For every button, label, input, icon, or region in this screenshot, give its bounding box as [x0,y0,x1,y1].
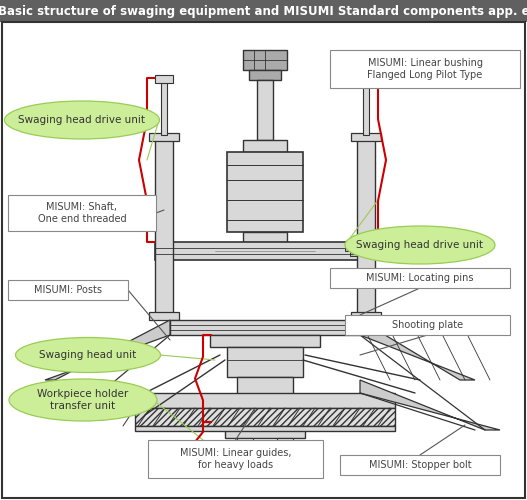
Bar [330,268,510,288]
Bar [277,438,293,448]
Bar [225,423,305,438]
Polygon shape [360,380,500,430]
Bar [237,377,293,397]
Bar [257,80,273,140]
Bar [253,409,277,417]
Polygon shape [360,320,475,380]
Bar [357,75,375,83]
Ellipse shape [15,338,161,372]
Bar [149,133,179,141]
Bar [149,312,179,320]
Text: [Fig.1] Basic structure of swaging equipment and MISUMI Standard components app.: [Fig.1] Basic structure of swaging equip… [0,4,527,18]
Text: MISUMI: Posts: MISUMI: Posts [34,285,102,295]
Text: MISUMI: Linear bushing
Flanged Long Pilot Type: MISUMI: Linear bushing Flanged Long Pilo… [367,58,483,80]
Bar [237,438,253,448]
Bar [249,70,281,80]
Text: MISUMI: Stopper bolt: MISUMI: Stopper bolt [369,460,471,470]
Bar [363,80,369,135]
Polygon shape [45,320,170,380]
Bar [243,140,287,152]
Bar [210,335,320,347]
Ellipse shape [9,379,157,421]
Text: Swaging head drive unit: Swaging head drive unit [18,115,145,125]
Bar [8,280,128,300]
Bar [245,448,257,456]
Bar [273,448,285,456]
Bar [155,75,173,83]
Bar [330,50,520,88]
Bar [350,251,360,256]
Text: Workpiece holder
transfer unit: Workpiece holder transfer unit [37,389,129,411]
Bar [135,393,395,408]
Bar [8,195,156,231]
Bar [227,347,303,377]
Bar [357,135,375,315]
Text: MISUMI: Shaft,
One end threaded: MISUMI: Shaft, One end threaded [38,202,126,224]
Bar [155,135,173,315]
Bar [243,232,287,242]
Bar [345,315,510,335]
Bar [155,242,375,260]
Text: MISUMI: Locating pins: MISUMI: Locating pins [366,273,474,283]
Ellipse shape [5,101,160,139]
Bar [251,456,279,462]
Bar [351,133,381,141]
Bar [0,0,527,22]
Bar [257,417,273,423]
Bar [351,312,381,320]
Ellipse shape [345,226,495,264]
Text: MISUMI: Linear guides,
for heavy loads: MISUMI: Linear guides, for heavy loads [180,448,291,470]
Bar [170,320,360,335]
Bar [247,397,283,409]
Bar [227,152,303,232]
Text: Shooting plate: Shooting plate [392,320,463,330]
Bar [135,426,395,431]
Bar [345,243,365,251]
Bar [243,50,287,70]
Bar [161,80,167,135]
Text: Swaging head unit: Swaging head unit [40,350,136,360]
Bar [135,408,395,426]
Bar [340,455,500,475]
Bar [148,440,323,478]
Text: Swaging head drive unit: Swaging head drive unit [356,240,483,250]
